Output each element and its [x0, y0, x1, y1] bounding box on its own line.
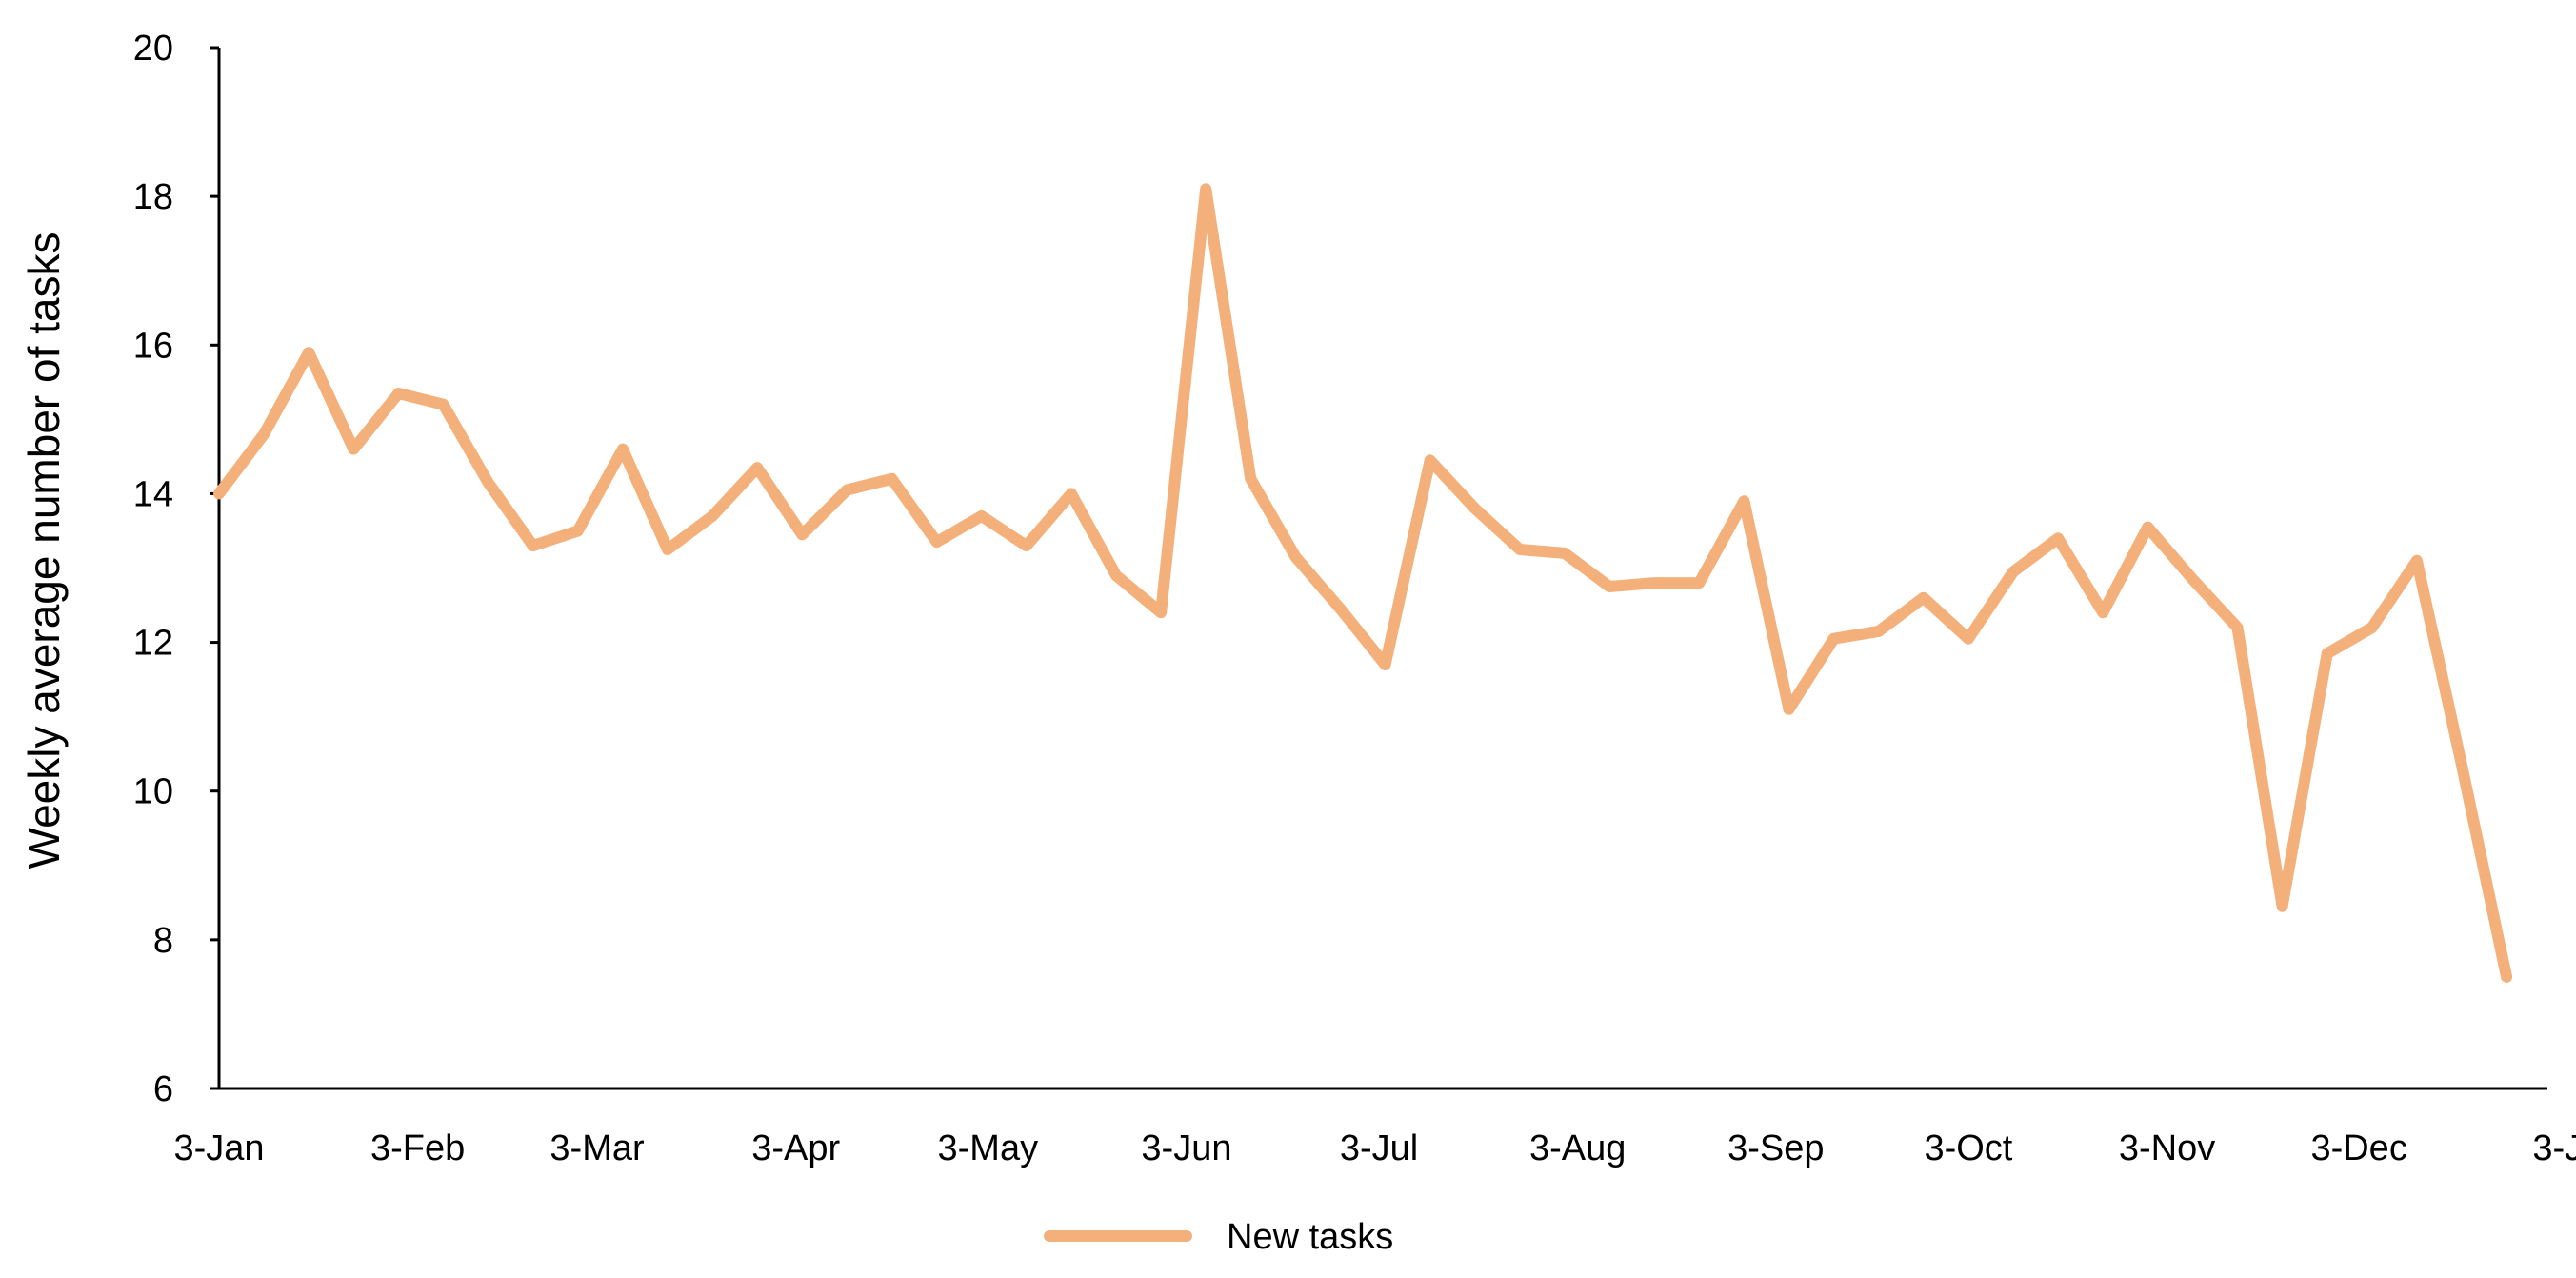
y-axis-title: Weekly average number of tasks	[19, 231, 69, 869]
x-tick-label: 3-Sep	[1727, 1128, 1824, 1168]
y-tick-label: 8	[153, 921, 173, 961]
x-axis: 3-Jan 3-Feb 3-Mar 3-Apr 3-May 3-Jun 3-Jul 3-Aug…	[173, 1087, 2576, 1168]
legend: New tasks	[1044, 1217, 1393, 1257]
y-tick-label: 16	[133, 326, 173, 366]
y-tick-label: 14	[133, 474, 173, 514]
x-tick-label: 3-Apr	[751, 1128, 840, 1168]
x-tick-label: 3-Dec	[2310, 1128, 2406, 1168]
y-tick-label: 10	[133, 772, 173, 812]
x-tick-label: 3-Feb	[370, 1128, 465, 1168]
y-tick-label: 18	[133, 177, 173, 217]
x-tick-label: 3-Jul	[1340, 1128, 1418, 1168]
y-tick-label: 20	[133, 29, 173, 69]
x-tick-label: 3-Jun	[1141, 1128, 1231, 1168]
y-tick-label: 6	[153, 1069, 173, 1109]
x-tick-label: 3-Mar	[549, 1128, 645, 1168]
y-axis: 6 8 10 12 14 16 18 20	[133, 29, 221, 1109]
x-tick-label: 3-Aug	[1529, 1128, 1626, 1168]
x-tick-label: 3-Oct	[1924, 1128, 2012, 1168]
x-tick-label: 3-Nov	[2119, 1128, 2215, 1168]
x-tick-label: 3-Jan	[173, 1128, 264, 1168]
x-tick-label: 3-J	[2532, 1128, 2576, 1168]
x-tick-label: 3-May	[938, 1128, 1039, 1168]
legend-label-new-tasks: New tasks	[1227, 1217, 1393, 1257]
series-line-new-tasks	[213, 183, 2513, 983]
y-tick-label: 12	[133, 624, 173, 664]
series-layer	[213, 183, 2513, 983]
